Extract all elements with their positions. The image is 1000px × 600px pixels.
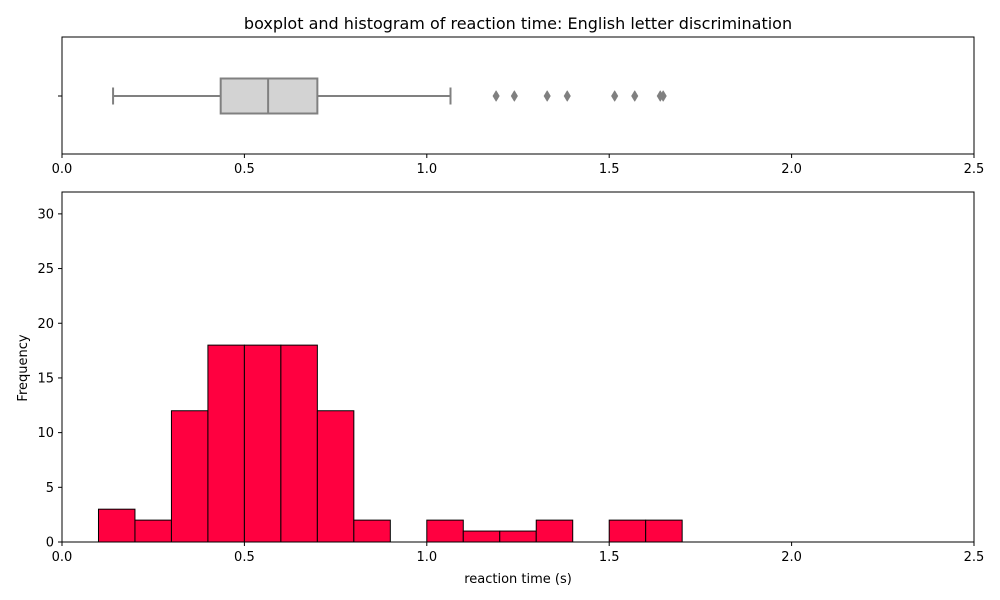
y-tick-label: 30	[37, 207, 54, 222]
boxplot-x-tick-label: 2.5	[964, 162, 985, 177]
histogram-bar	[353, 519, 391, 543]
histogram-bar	[316, 410, 355, 543]
boxplot-outlier	[659, 90, 667, 102]
histogram-panel: 0 5 10 15 20 25 30 0.0 0.5 1.0 1.5 2.0 2.5 reaction…	[16, 191, 985, 587]
chart-title: boxplot and histogram of reaction time: …	[244, 14, 792, 33]
histogram-bar	[280, 344, 318, 543]
histogram-x-tick-label: 2.5	[964, 550, 985, 565]
histogram-bar	[134, 519, 172, 543]
histogram-bar	[170, 410, 209, 543]
y-tick-label: 25	[37, 262, 54, 277]
boxplot-x-tick-label: 0.5	[234, 162, 255, 177]
histogram-bar	[243, 344, 282, 543]
histogram-bar	[426, 519, 464, 543]
histogram-bar	[535, 519, 574, 543]
boxplot-x-tick-label: 1.0	[416, 162, 437, 177]
boxplot-x-axis: 0.0 0.5 1.0 1.5 2.0 2.5	[52, 154, 985, 177]
histogram-bar	[499, 530, 537, 543]
histogram-x-tick-label: 1.5	[599, 550, 620, 565]
histogram-bar	[608, 519, 647, 543]
boxplot-x-tick-label: 1.5	[599, 162, 620, 177]
y-tick-label: 20	[37, 317, 54, 332]
y-tick-label: 15	[37, 371, 54, 386]
histogram-bar	[207, 344, 245, 543]
boxplot-panel: 0.0 0.5 1.0 1.5 2.0 2.5	[52, 36, 985, 177]
boxplot-x-tick-label: 0.0	[52, 162, 73, 177]
histogram-bar	[97, 508, 136, 543]
histogram-bar	[645, 519, 683, 543]
histogram-x-tick-label: 1.0	[416, 550, 437, 565]
boxplot-outlier	[611, 90, 619, 102]
boxplot-outlier	[492, 90, 500, 102]
histogram-bar	[462, 530, 501, 543]
boxplot-outlier	[563, 90, 571, 102]
histogram-frame	[61, 191, 975, 543]
histogram-y-axis: 0 5 10 15 20 25 30	[37, 207, 62, 551]
y-tick-label: 10	[37, 426, 54, 441]
histogram-x-tick-label: 0.0	[52, 550, 73, 565]
histogram-x-tick-label: 2.0	[781, 550, 802, 565]
y-tick-label: 0	[46, 536, 54, 551]
x-axis-label: reaction time (s)	[464, 572, 572, 587]
boxplot-x-tick-label: 2.0	[781, 162, 802, 177]
histogram-x-axis: 0.0 0.5 1.0 1.5 2.0 2.5	[52, 542, 985, 565]
boxplot-outlier	[543, 90, 551, 102]
boxplot-outlier	[510, 90, 518, 102]
boxplot	[112, 77, 667, 115]
y-axis-label: Frequency	[16, 334, 31, 401]
histogram-bars	[97, 344, 683, 543]
histogram-x-tick-label: 0.5	[234, 550, 255, 565]
y-tick-label: 5	[46, 481, 54, 496]
boxplot-outlier	[631, 90, 639, 102]
